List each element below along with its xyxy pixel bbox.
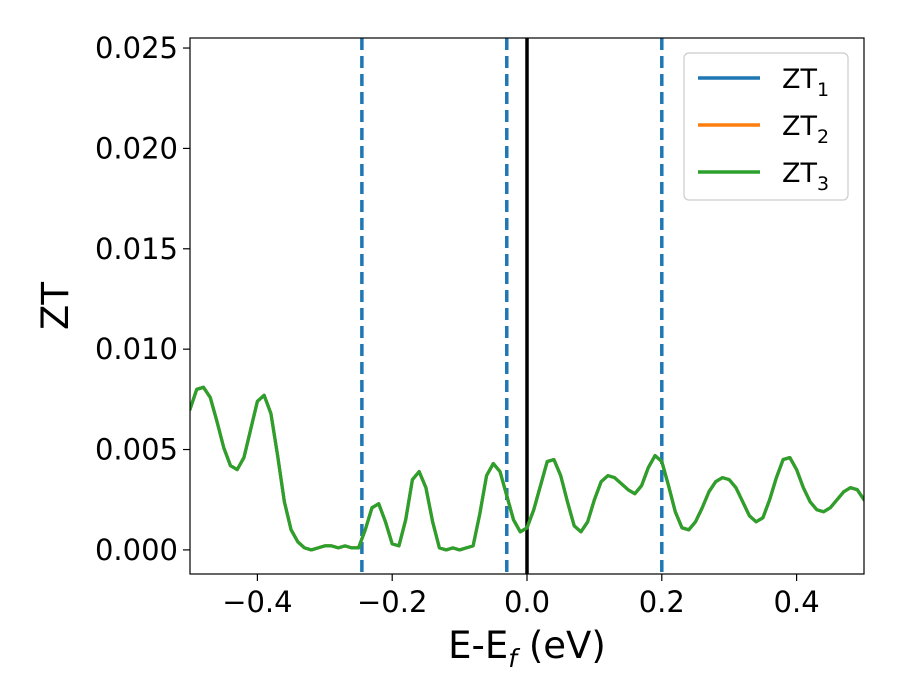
- x-tick-label: 0.0: [504, 585, 550, 619]
- x-tick-label: −0.2: [357, 585, 427, 619]
- x-tick-label: 0.4: [774, 585, 820, 619]
- x-tick-label: −0.4: [222, 585, 292, 619]
- series-line-zt3: [190, 385, 864, 552]
- y-tick-label: 0.025: [95, 31, 178, 65]
- legend-label-zt1: ZT1: [782, 64, 829, 101]
- y-tick-label: 0.010: [95, 332, 178, 366]
- legend: ZT1 ZT2 ZT3: [683, 52, 849, 201]
- y-axis-ticks: 0.000 0.005 0.010 0.015 0.020 0.025: [95, 31, 190, 567]
- reference-lines: [360, 38, 664, 574]
- x-axis-title: E-Ef (eV): [448, 624, 606, 673]
- x-axis-title-suffix: (eV): [517, 624, 606, 667]
- legend-items: ZT1 ZT2 ZT3: [698, 64, 829, 195]
- legend-label-zt2: ZT2: [782, 111, 829, 148]
- y-tick-label: 0.015: [95, 232, 178, 266]
- y-tick-label: 0.020: [95, 131, 178, 165]
- y-tick-label: 0.000: [95, 533, 178, 567]
- series-lines: [190, 385, 864, 552]
- x-axis-ticks: −0.4 −0.2 0.0 0.2 0.4: [222, 574, 820, 619]
- x-axis-title-main: E-E: [448, 624, 508, 667]
- x-tick-label: 0.2: [639, 585, 685, 619]
- legend-label-zt3: ZT3: [782, 158, 829, 195]
- y-axis-title: ZT: [34, 282, 77, 330]
- y-tick-label: 0.005: [95, 433, 178, 467]
- legend-box: [683, 52, 849, 201]
